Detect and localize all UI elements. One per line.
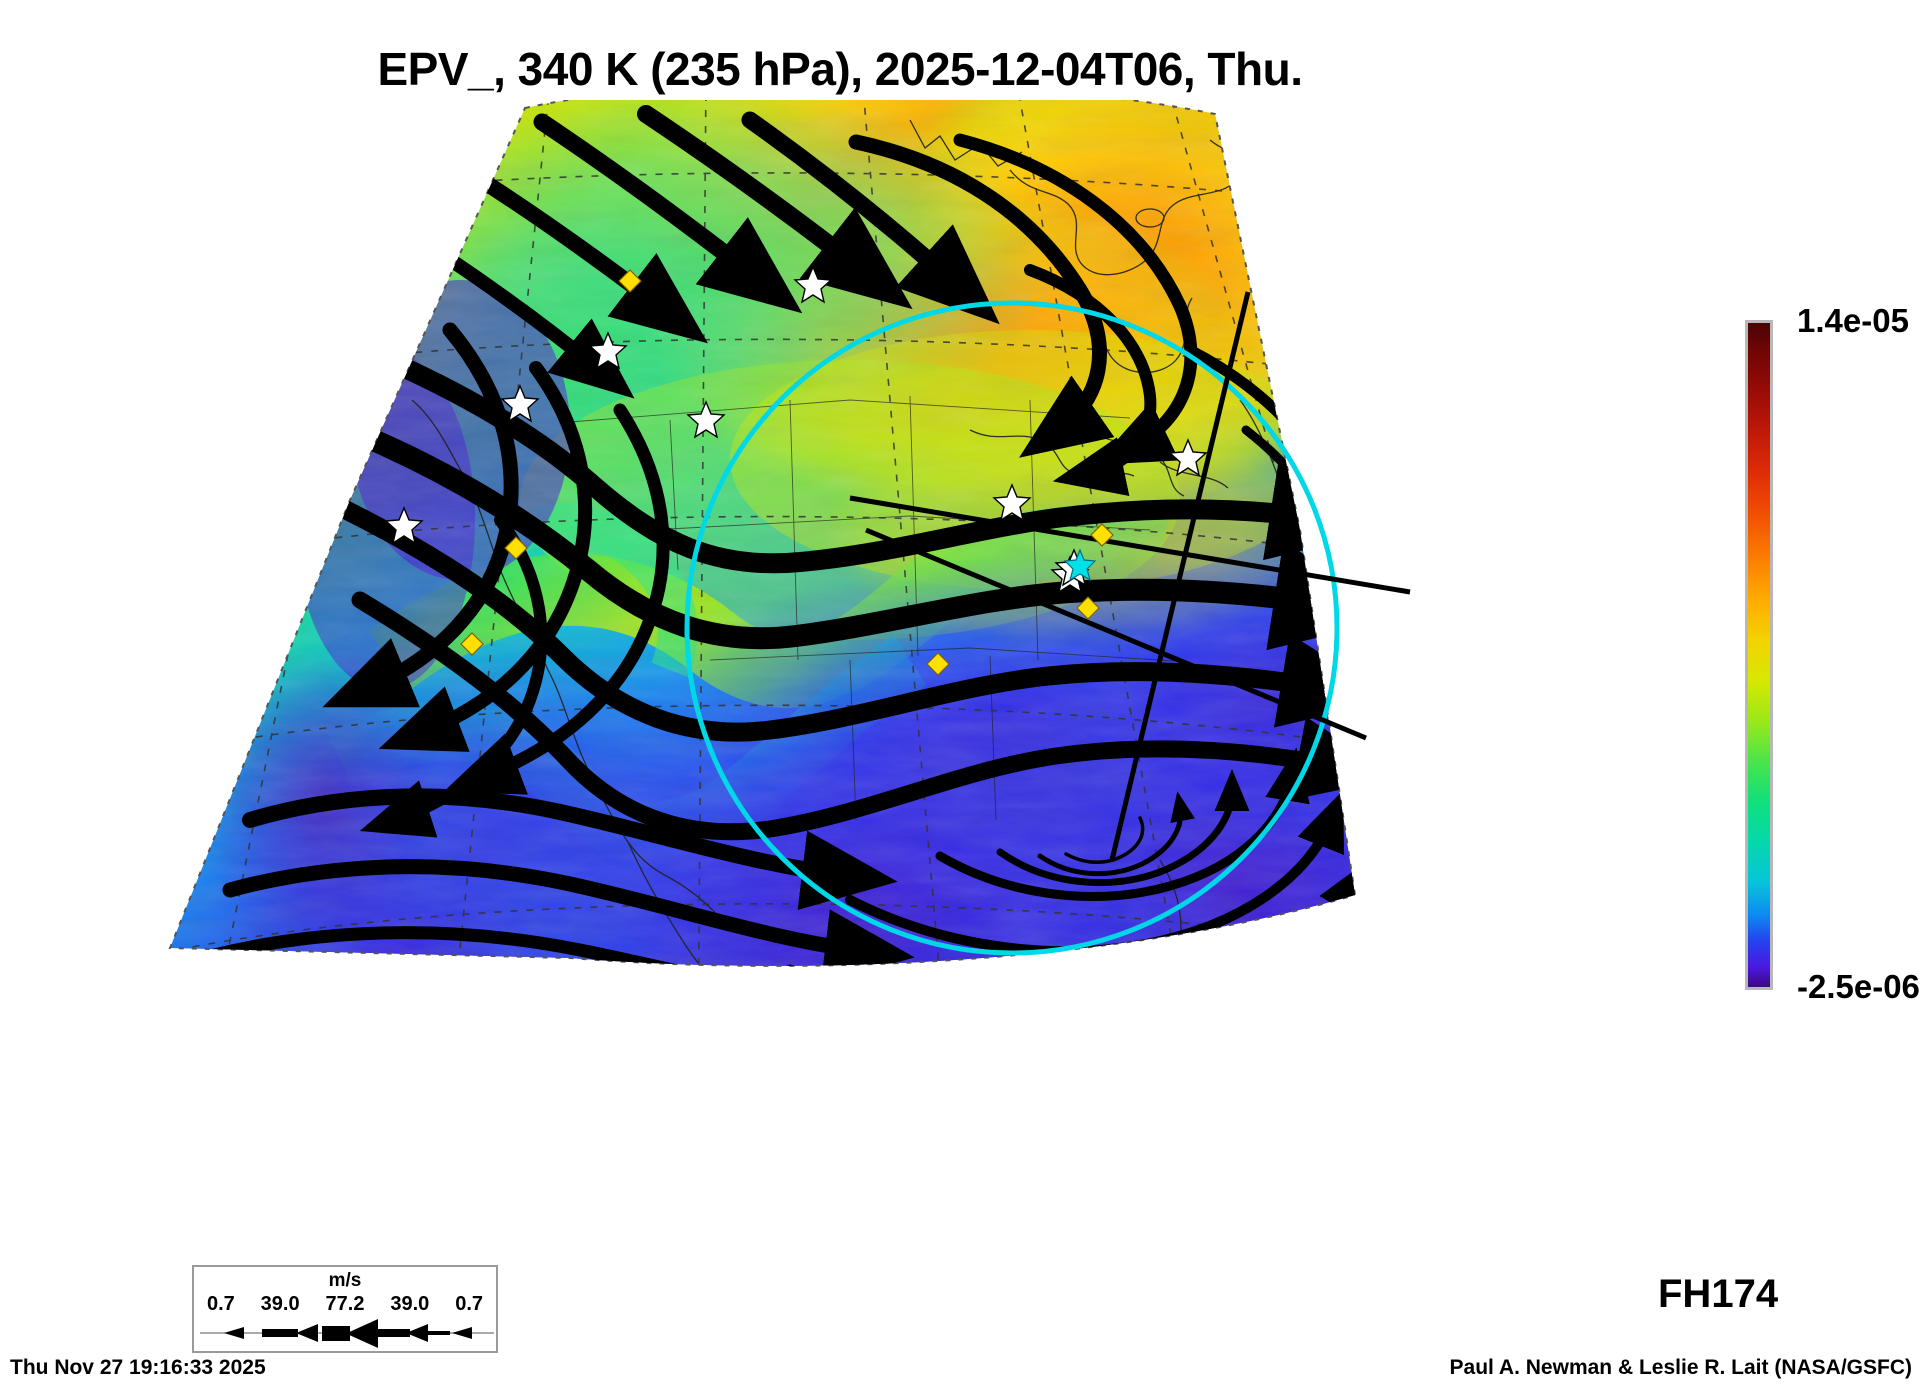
wind-legend-units-label: m/s: [328, 1270, 362, 1291]
generation-timestamp: Thu Nov 27 19:16:33 2025: [10, 1356, 266, 1379]
wind-legend-tick-0: 0.7: [206, 1293, 235, 1315]
colorbar: 1.4e-05 -2.5e-06: [1745, 300, 1925, 1020]
wind-streamlines: [203, 105, 1355, 966]
map-canvas[interactable]: [150, 100, 1550, 1030]
terminator-circle: [684, 300, 1340, 956]
colorbar-min-label: -2.5e-06: [1797, 968, 1920, 1005]
station-diamond-marker[interactable]: [460, 269, 1114, 676]
wind-legend-tick-4: 0.7: [455, 1293, 484, 1315]
wind-legend-tick-row: 0.7 39.0 77.2 39.0 0.7: [194, 1293, 496, 1316]
forecast-hour-label: FH174: [1658, 1272, 1779, 1316]
page-title: EPV_, 340 K (235 hPa), 2025-12-04T06, Th…: [377, 43, 1303, 95]
wind-speed-legend: m/s 0.7 39.0 77.2 39.0 0.7: [192, 1265, 498, 1353]
colorbar-gradient: [1745, 320, 1773, 990]
author-credit: Paul A. Newman & Leslie R. Lait (NASA/GS…: [1449, 1356, 1912, 1379]
aircraft-position-marker[interactable]: [1063, 548, 1097, 582]
wind-legend-tick-2: 77.2: [325, 1293, 365, 1315]
wind-legend-tick-3: 39.0: [390, 1293, 430, 1315]
colorbar-max-label: 1.4e-05: [1797, 302, 1909, 339]
wind-legend-arrow-scale: [200, 1319, 494, 1348]
map-panel[interactable]: [150, 100, 1550, 1030]
wind-legend-tick-1: 39.0: [260, 1293, 300, 1315]
station-markers[interactable]: [384, 265, 1208, 676]
flight-track-lines: [849, 291, 1411, 861]
